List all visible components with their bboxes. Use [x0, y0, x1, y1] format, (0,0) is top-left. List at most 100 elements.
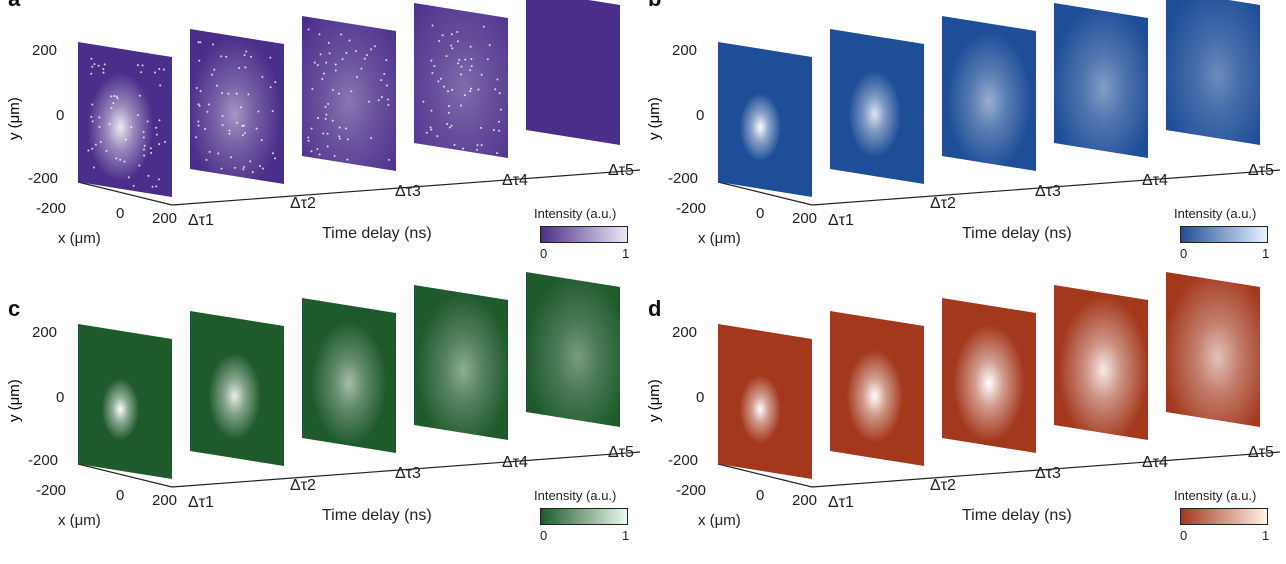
speckle — [464, 58, 467, 61]
speckle — [497, 120, 500, 123]
x-axis-label: x (μm) — [58, 512, 101, 529]
speckle — [142, 136, 145, 139]
speckle — [142, 130, 145, 133]
speckle — [448, 126, 451, 129]
speckle — [143, 154, 146, 157]
speckle — [158, 143, 161, 146]
speckle — [157, 178, 160, 181]
speckle — [113, 94, 116, 97]
speckle — [143, 144, 146, 147]
speckle — [241, 124, 244, 127]
intensity-spot — [526, 272, 620, 427]
x-axis — [77, 463, 173, 488]
time-axis-label: Time delay (ns) — [322, 507, 432, 524]
panel-label: b — [648, 0, 661, 12]
colorbar-title: Intensity (a.u.) — [1174, 206, 1257, 221]
intensity-spot — [1054, 285, 1148, 440]
colorbar — [540, 508, 628, 525]
speckle — [499, 108, 502, 111]
intensity-spot — [718, 324, 812, 479]
speckle — [208, 103, 211, 106]
speckle — [337, 92, 340, 95]
speckle — [138, 164, 141, 167]
speckle — [492, 129, 495, 132]
x-tick: 0 — [116, 205, 125, 222]
intensity-spot — [942, 16, 1036, 171]
speckle — [441, 34, 444, 37]
speckle — [476, 148, 479, 151]
speckle — [486, 58, 489, 61]
speckle — [370, 137, 373, 140]
speckle — [326, 132, 329, 135]
speckle — [205, 158, 208, 161]
speckle — [442, 85, 445, 88]
speckle — [346, 158, 349, 161]
speckle — [195, 136, 198, 139]
delay-label: Δτ1 — [828, 494, 854, 511]
delay-label: Δτ5 — [1248, 444, 1274, 461]
speckle — [456, 30, 459, 33]
speckle — [318, 33, 321, 36]
speckle — [333, 154, 336, 157]
speckle — [430, 128, 433, 131]
speckle — [208, 150, 211, 153]
speckle — [93, 63, 96, 66]
delay-label: Δτ1 — [828, 212, 854, 229]
x-tick: 200 — [152, 492, 178, 509]
speckle — [458, 58, 461, 61]
speckle — [243, 165, 246, 168]
colorbar-title: Intensity (a.u.) — [1174, 488, 1257, 503]
speckle — [155, 133, 158, 136]
speckle — [365, 53, 368, 56]
time-axis — [171, 169, 641, 206]
speckle — [91, 147, 94, 150]
delay-label: Δτ1 — [188, 494, 214, 511]
speckle — [149, 147, 152, 150]
x-tick: 200 — [152, 210, 178, 227]
speckle — [425, 131, 428, 134]
speckle — [334, 69, 337, 72]
speckle — [198, 59, 201, 62]
speckle — [482, 25, 485, 28]
speckle — [318, 153, 321, 156]
speckle — [323, 72, 326, 75]
intensity-spot — [190, 29, 284, 184]
speckle — [140, 71, 143, 74]
speckle — [143, 148, 146, 151]
speckle — [258, 164, 261, 167]
intensity-spot — [78, 324, 172, 479]
speckle — [98, 116, 101, 119]
delay-label: Δτ3 — [1035, 183, 1061, 200]
speckle — [447, 90, 450, 93]
y-axis-label: y (μm) — [6, 379, 23, 422]
speckle — [326, 145, 329, 148]
speckle — [469, 69, 472, 72]
speckle — [245, 50, 248, 53]
speckle — [158, 119, 161, 122]
intensity-spot — [414, 3, 508, 158]
speckle — [141, 64, 144, 67]
speckle — [450, 124, 453, 127]
speckle — [460, 65, 463, 68]
speckle — [447, 111, 450, 114]
speckle — [271, 152, 274, 155]
speckle — [331, 88, 334, 91]
speckle — [322, 132, 325, 135]
speckle — [115, 157, 118, 160]
speckle — [430, 59, 433, 62]
speckle — [243, 54, 246, 57]
delay-label: Δτ3 — [395, 183, 421, 200]
x-tick: -200 — [36, 200, 67, 217]
speckle — [220, 55, 223, 58]
speckle — [274, 81, 277, 84]
speckle — [348, 39, 351, 42]
speckle — [469, 87, 472, 90]
speckle — [436, 135, 439, 138]
speckle — [470, 65, 473, 68]
panel-d: d y (μm) 200 0 -200 -200 0 200 x (μm) Δτ1 Δτ2 Δτ3 Δτ… — [640, 272, 1283, 564]
panel-a: a y (μm) 200 0 -200 -200 0 200 x (μm) Δτ1 Δτ2 Δτ3 Δτ… — [0, 0, 643, 282]
speckle — [123, 160, 126, 163]
speckle — [316, 64, 319, 67]
speckle — [212, 43, 215, 46]
speckle — [221, 92, 224, 95]
